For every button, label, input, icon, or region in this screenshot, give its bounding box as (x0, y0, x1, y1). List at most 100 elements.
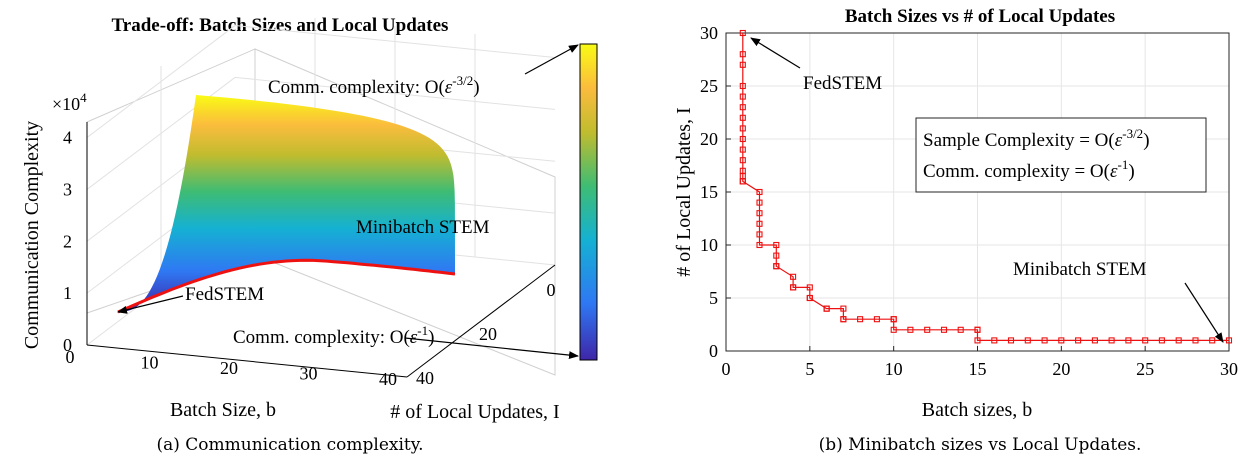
x-tick-label: 5 (805, 359, 814, 379)
data-point-marker (974, 326, 981, 333)
data-point-marker (940, 326, 948, 333)
z-axis-ticks: 0 1 2 3 4 (63, 128, 72, 355)
annotation-comm-complexity-bottom: Comm. complexity: O(ε-1) (233, 323, 434, 348)
data-point-marker (756, 188, 763, 196)
x-tick-label: 40 (379, 369, 397, 389)
x-tick-label: 10 (141, 353, 159, 373)
axes-floor (86, 122, 556, 378)
annotation-top-arrow (524, 44, 579, 75)
x-axis-label: Batch Size, b (170, 399, 276, 421)
data-point-marker (756, 199, 763, 206)
data-point-marker (1091, 337, 1098, 344)
data-point-marker (739, 146, 746, 153)
left-chart-title: Trade-off: Batch Sizes and Local Updates (112, 15, 449, 36)
data-point-marker (739, 157, 746, 164)
x-tick-label: 30 (300, 364, 318, 384)
z-tick-label: 1 (63, 283, 72, 303)
y-tick-label: 10 (700, 235, 718, 255)
data-point-marker (1175, 337, 1182, 344)
annotation-minibatch-right-arrow (1184, 282, 1224, 343)
data-point-marker (1158, 337, 1165, 344)
x-tick-label: 25 (1136, 359, 1154, 379)
data-point-marker (924, 326, 931, 333)
minibatch-frontier-curve (117, 258, 456, 314)
data-point-marker (873, 316, 880, 323)
data-point-marker (756, 231, 763, 238)
caption-left: (a) Communication complexity. (157, 435, 424, 455)
y-tick-label: 20 (479, 324, 497, 344)
data-point-marker (806, 284, 813, 291)
data-point-marker (840, 305, 847, 312)
x-tick-label: 0 (66, 347, 75, 367)
data-point-marker (790, 284, 797, 291)
colorbar (579, 43, 598, 361)
y-tick-label: 0 (547, 280, 556, 300)
legend-line-sample-complexity: Sample Complexity = O(ε-3/2) (923, 126, 1150, 151)
data-point-marker (739, 104, 746, 111)
y-tick-label: 25 (700, 76, 718, 96)
y-axis-label: # of Local Updates, I (673, 107, 695, 276)
data-point-marker (773, 252, 780, 259)
data-point-marker (1058, 337, 1065, 344)
x-axis-ticks: 0 10 20 30 40 (66, 347, 398, 389)
x-axis-label: Batch sizes, b (922, 399, 1033, 421)
data-point-marker (1007, 337, 1015, 344)
data-point-marker (1024, 337, 1031, 344)
y-axis-label: # of Local Updates, I (390, 401, 559, 423)
y-tick-label: 15 (700, 182, 718, 202)
right-chart: Batch Sizes vs # of Local Updates 0 5 10 15… (673, 6, 1238, 455)
data-point-marker (823, 305, 830, 312)
complexity-legend-box (915, 117, 1207, 193)
data-point-marker (1075, 337, 1082, 344)
data-point-marker (756, 241, 763, 249)
z-tick-label: 2 (63, 231, 72, 251)
z-tick-label: 3 (63, 179, 72, 199)
y-tick-label: 5 (709, 288, 718, 308)
data-point-marker (739, 178, 746, 185)
z-axis-label: Communication Complexity (21, 121, 43, 349)
data-point-marker (974, 337, 981, 344)
z-multiplier: ×104 (52, 90, 87, 114)
annotation-fedstem-right: FedSTEM (803, 73, 882, 94)
left-chart: Trade-off: Batch Sizes and Local Updates… (21, 15, 598, 455)
right-chart-title: Batch Sizes vs # of Local Updates (845, 6, 1115, 27)
series-line (742, 33, 1229, 341)
y-tick-label: 20 (700, 129, 718, 149)
series-markers (739, 29, 1233, 344)
annotation-minibatch-stem-right: Minibatch STEM (1013, 259, 1147, 280)
x-tick-label: 20 (220, 358, 238, 378)
data-point-marker (806, 294, 813, 302)
data-point-marker (756, 210, 763, 217)
x-tick-label: 10 (885, 359, 903, 379)
data-point-marker (991, 337, 998, 344)
data-point-marker (1041, 337, 1048, 344)
data-point-marker (739, 125, 746, 132)
y-axis-ticks: 0 5 10 15 20 25 30 (700, 23, 731, 361)
data-point-marker (790, 273, 797, 280)
annotation-comm-complexity-top: Comm. complexity: O(ε-3/2) (268, 73, 480, 98)
data-point-marker (773, 241, 780, 249)
data-point-marker (739, 51, 746, 58)
annotation-minibatch-stem-left: Minibatch STEM (356, 217, 490, 238)
data-point-marker (739, 114, 746, 121)
legend-line-comm-complexity: Comm. complexity = O(ε-1) (923, 157, 1135, 182)
y-tick-label: 0 (709, 341, 718, 361)
caption-right: (b) Minibatch sizes vs Local Updates. (819, 435, 1142, 455)
data-point-marker (739, 135, 746, 143)
data-point-marker (907, 326, 914, 333)
data-point-marker (739, 61, 746, 68)
z-tick-label: 0 (63, 335, 72, 355)
data-point-marker (857, 316, 864, 323)
data-point-marker (1209, 337, 1216, 344)
y-tick-label: 30 (700, 23, 718, 43)
data-point-marker (1142, 337, 1149, 344)
annotation-fedstem-left: FedSTEM (185, 284, 264, 305)
data-point-marker (1108, 337, 1115, 344)
annotation-fedstem-right-arrow (750, 37, 801, 69)
data-point-marker (890, 316, 897, 323)
data-point-marker (1192, 337, 1199, 344)
data-point-marker (773, 263, 780, 270)
z-tick-label: 4 (63, 128, 72, 148)
x-tick-label: 0 (722, 359, 731, 379)
